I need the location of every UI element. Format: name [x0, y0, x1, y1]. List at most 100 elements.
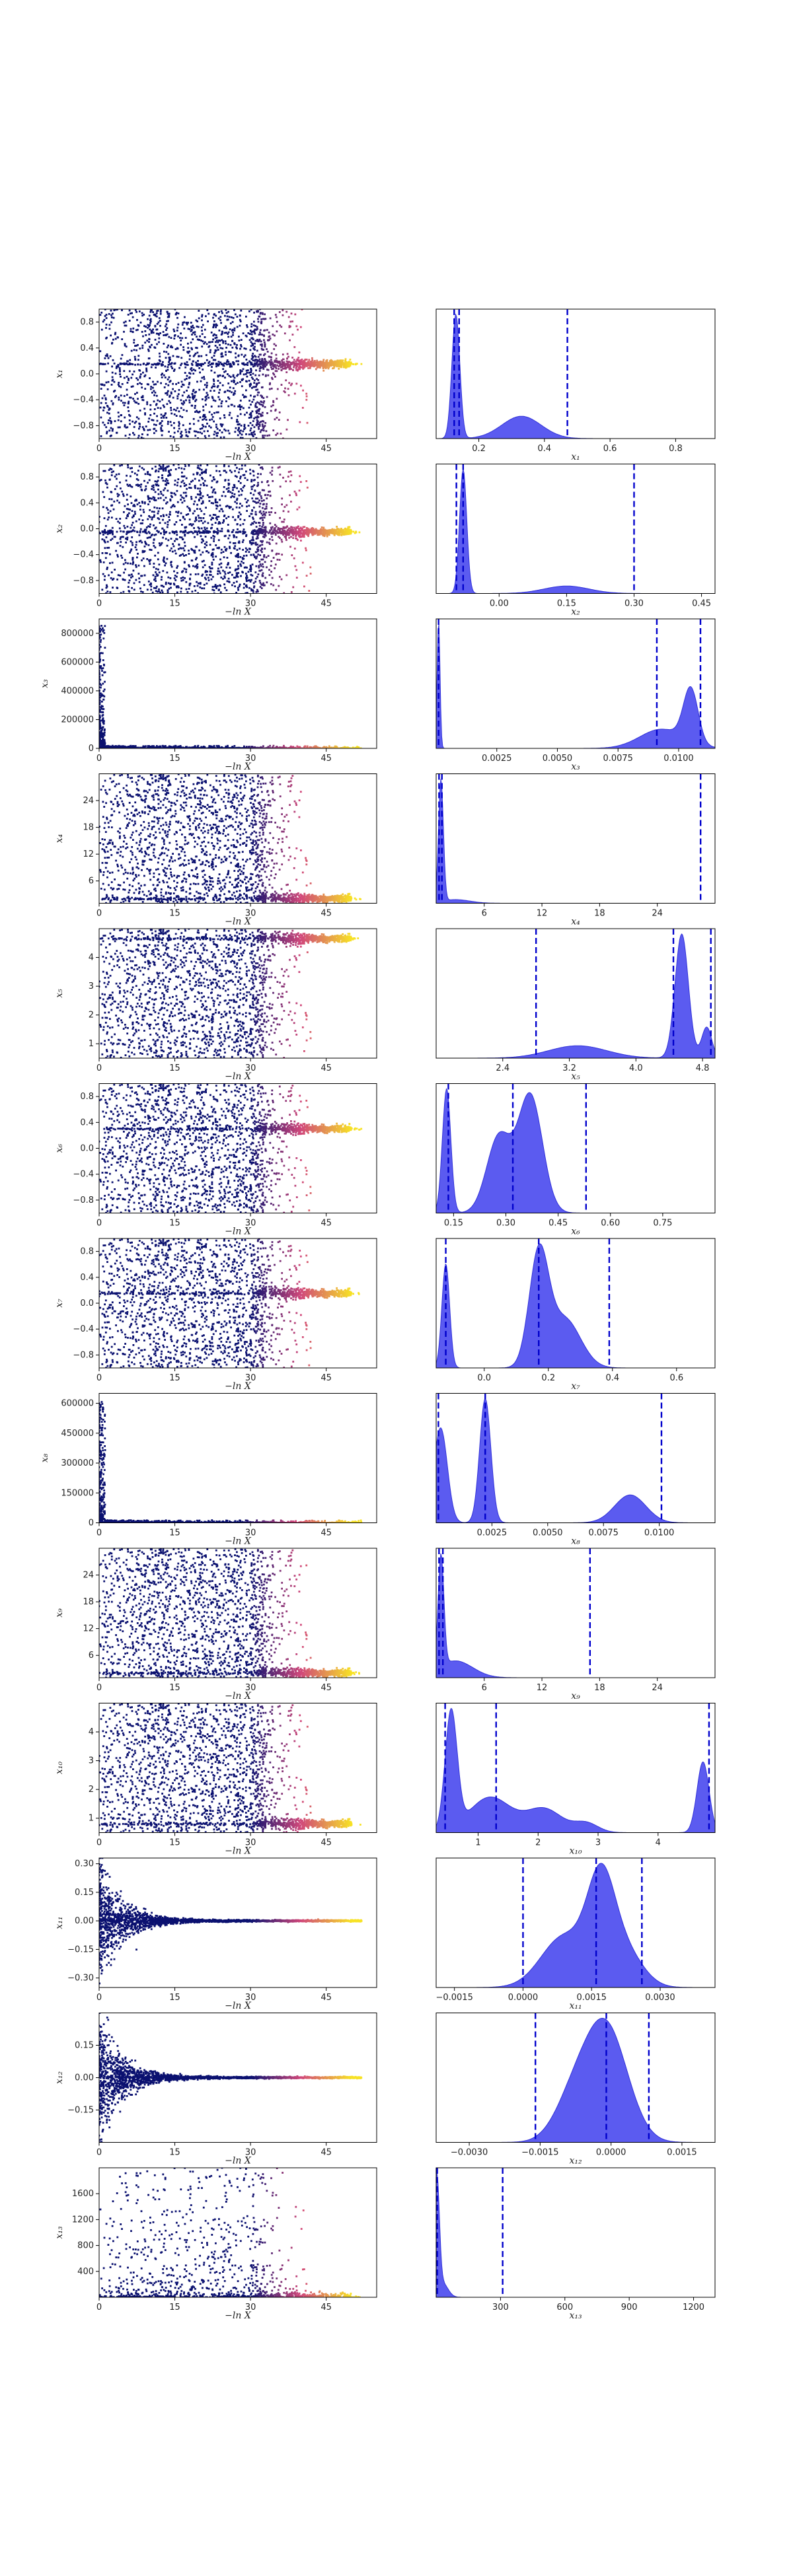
- trace-point: [101, 383, 104, 386]
- trace-point: [204, 564, 206, 566]
- trace-point: [228, 363, 230, 365]
- trace-point: [139, 587, 141, 590]
- trace-point: [320, 532, 322, 535]
- trace-point: [183, 482, 186, 485]
- trace-point: [128, 309, 131, 312]
- trace-point: [239, 437, 242, 439]
- trace-point: [121, 354, 124, 356]
- trace-point: [193, 551, 196, 554]
- trace-point: [206, 392, 208, 394]
- trace-point: [289, 384, 292, 386]
- trace-point: [235, 383, 237, 385]
- trace-point: [246, 577, 248, 579]
- trace-point: [147, 471, 149, 473]
- trace-point: [254, 530, 256, 532]
- trace-point: [334, 360, 336, 363]
- trace-point: [244, 497, 246, 500]
- trace-point: [252, 529, 254, 532]
- trace-point: [128, 590, 131, 593]
- trace-point: [263, 517, 266, 519]
- trace-point: [317, 530, 319, 532]
- trace-point: [342, 531, 345, 534]
- trace-point: [105, 426, 108, 429]
- trace-point: [192, 338, 194, 341]
- trace-point: [168, 587, 170, 590]
- trace-point: [99, 350, 102, 353]
- trace-point: [250, 404, 252, 406]
- trace-point: [150, 534, 153, 537]
- trace-point: [254, 365, 256, 367]
- trace-point: [165, 370, 167, 372]
- trace-point: [265, 556, 268, 559]
- trace-point: [168, 336, 170, 338]
- trace-point: [229, 322, 232, 324]
- trace-point: [258, 530, 260, 533]
- trace-point: [226, 359, 229, 361]
- trace-point: [210, 519, 212, 521]
- trace-point: [190, 368, 192, 371]
- trace-point: [236, 568, 239, 571]
- trace-point: [309, 367, 311, 369]
- trace-point: [194, 485, 196, 488]
- trace-point: [239, 476, 242, 478]
- trace-point: [272, 532, 274, 535]
- trace-point: [196, 567, 198, 569]
- trace-point: [133, 426, 135, 428]
- trace-point: [176, 355, 178, 358]
- trace-point: [128, 377, 130, 380]
- trace-point: [233, 405, 236, 408]
- trace-point: [256, 497, 259, 500]
- trace-point: [259, 532, 262, 534]
- trace-point: [221, 331, 223, 333]
- trace-point: [208, 396, 210, 399]
- trace-point: [252, 542, 255, 544]
- trace-point: [227, 561, 229, 564]
- trace-point: [275, 542, 278, 545]
- trace-point: [125, 517, 128, 519]
- trace-point: [176, 567, 178, 569]
- trace-point: [119, 464, 121, 467]
- trace-point: [116, 485, 118, 487]
- trace-point: [294, 313, 297, 316]
- trace-point: [197, 360, 199, 362]
- trace-point: [209, 341, 211, 343]
- trace-point: [282, 520, 285, 523]
- trace-point: [245, 550, 247, 553]
- trace-point: [301, 535, 303, 538]
- trace-point: [235, 346, 237, 349]
- trace-point: [114, 396, 116, 398]
- trace-point: [252, 373, 254, 375]
- trace-point: [333, 532, 335, 535]
- trace-point: [240, 339, 243, 341]
- trace-point: [99, 637, 100, 640]
- trace-point: [105, 536, 108, 538]
- trace-point: [108, 574, 110, 577]
- trace-point: [256, 544, 259, 546]
- trace-point: [258, 532, 260, 535]
- trace-point: [243, 485, 246, 487]
- trace-point: [252, 533, 254, 536]
- trace-point: [251, 357, 254, 359]
- trace-point: [148, 314, 151, 317]
- trace-point: [338, 363, 340, 365]
- trace-point: [282, 529, 284, 532]
- trace-point: [204, 528, 206, 531]
- trace-point: [185, 483, 188, 486]
- trace-point: [189, 508, 191, 511]
- trace-point: [253, 320, 255, 323]
- trace-point: [200, 468, 203, 471]
- trace-point: [152, 328, 154, 331]
- trace-point: [168, 361, 170, 363]
- trace-point: [155, 573, 158, 575]
- trace-point: [219, 375, 221, 376]
- trace-point: [257, 501, 260, 504]
- trace-point: [196, 411, 199, 413]
- trace-point: [276, 558, 279, 561]
- trace-point: [173, 523, 176, 526]
- trace-point: [294, 565, 297, 567]
- trace-point: [231, 492, 233, 495]
- trace-point: [198, 388, 201, 391]
- trace-point: [181, 434, 183, 437]
- trace-point: [153, 524, 155, 526]
- trace-point: [243, 583, 245, 585]
